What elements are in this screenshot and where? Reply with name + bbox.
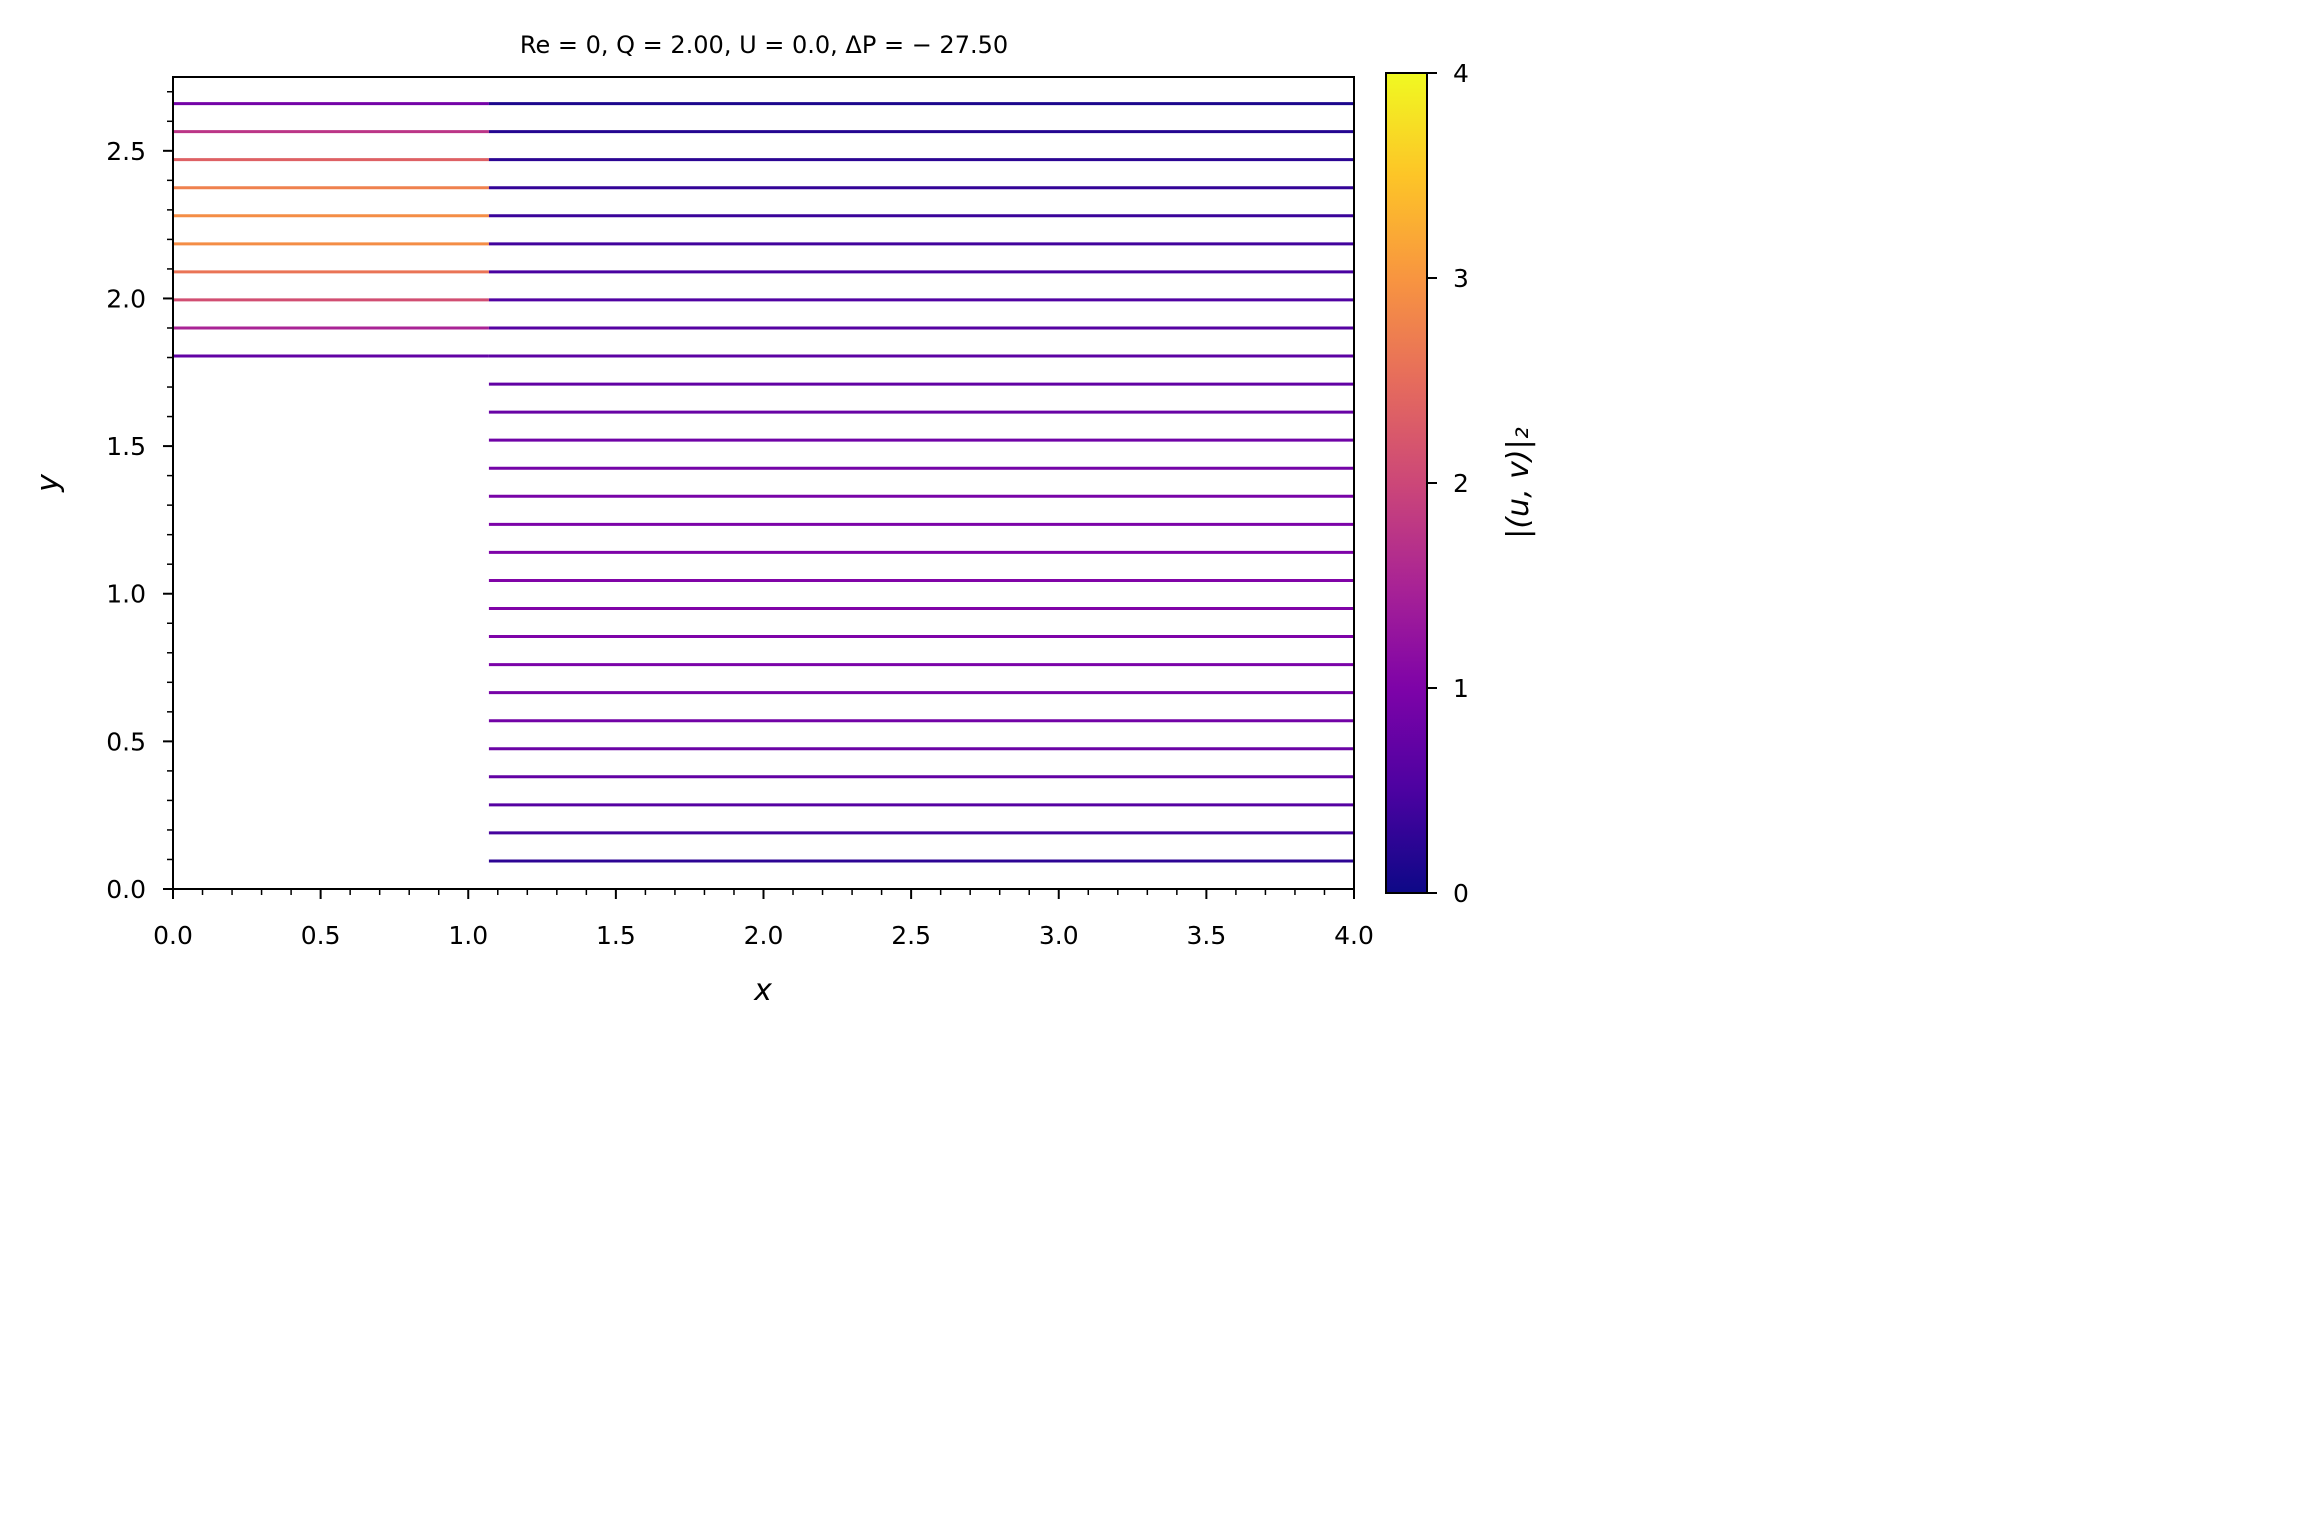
y-tick-label: 0.5 [106, 727, 146, 756]
x-tick-label: 3.0 [1039, 921, 1079, 950]
x-tick-label: 4.0 [1334, 921, 1374, 950]
figure: Re = 0, Q = 2.00, U = 0.0, ΔP = − 27.50 … [31, 31, 1536, 1008]
colorbar-tick-label: 2 [1453, 469, 1469, 498]
chart-title: Re = 0, Q = 2.00, U = 0.0, ΔP = − 27.50 [520, 31, 1008, 59]
colorbar-tick-label: 0 [1453, 879, 1469, 908]
colorbar-tick-label: 4 [1453, 59, 1469, 88]
y-tick-label: 0.0 [106, 875, 146, 904]
y-tick-label: 1.0 [106, 580, 146, 609]
x-tick-label: 2.5 [891, 921, 931, 950]
x-tick-label: 1.5 [596, 921, 636, 950]
colorbar-ticks: 0 1 2 3 4 [1427, 59, 1469, 908]
x-tick-label: 2.0 [744, 921, 784, 950]
y-tick-label: 1.5 [106, 432, 146, 461]
x-axis-label: x [753, 973, 772, 1008]
colorbar-tick-label: 1 [1453, 674, 1469, 703]
y-axis: 0.0 0.5 1.0 1.5 2.0 2.5 [106, 91, 173, 904]
x-tick-label: 1.0 [448, 921, 488, 950]
streamlines-layer [173, 102, 1354, 863]
x-axis: 0.0 0.5 1.0 1.5 2.0 2.5 3.0 3.5 4.0 [153, 889, 1374, 950]
x-tick-label: 3.5 [1186, 921, 1226, 950]
y-axis-label: y [31, 473, 66, 493]
colorbar [1385, 72, 1428, 894]
colorbar-label: |(u, v)|₂ [1501, 427, 1536, 539]
x-tick-label: 0.0 [153, 921, 193, 950]
y-tick-label: 2.5 [106, 137, 146, 166]
plot-frame [172, 76, 1355, 890]
colorbar-tick-label: 3 [1453, 264, 1469, 293]
y-tick-label: 2.0 [106, 284, 146, 313]
x-tick-label: 0.5 [301, 921, 341, 950]
